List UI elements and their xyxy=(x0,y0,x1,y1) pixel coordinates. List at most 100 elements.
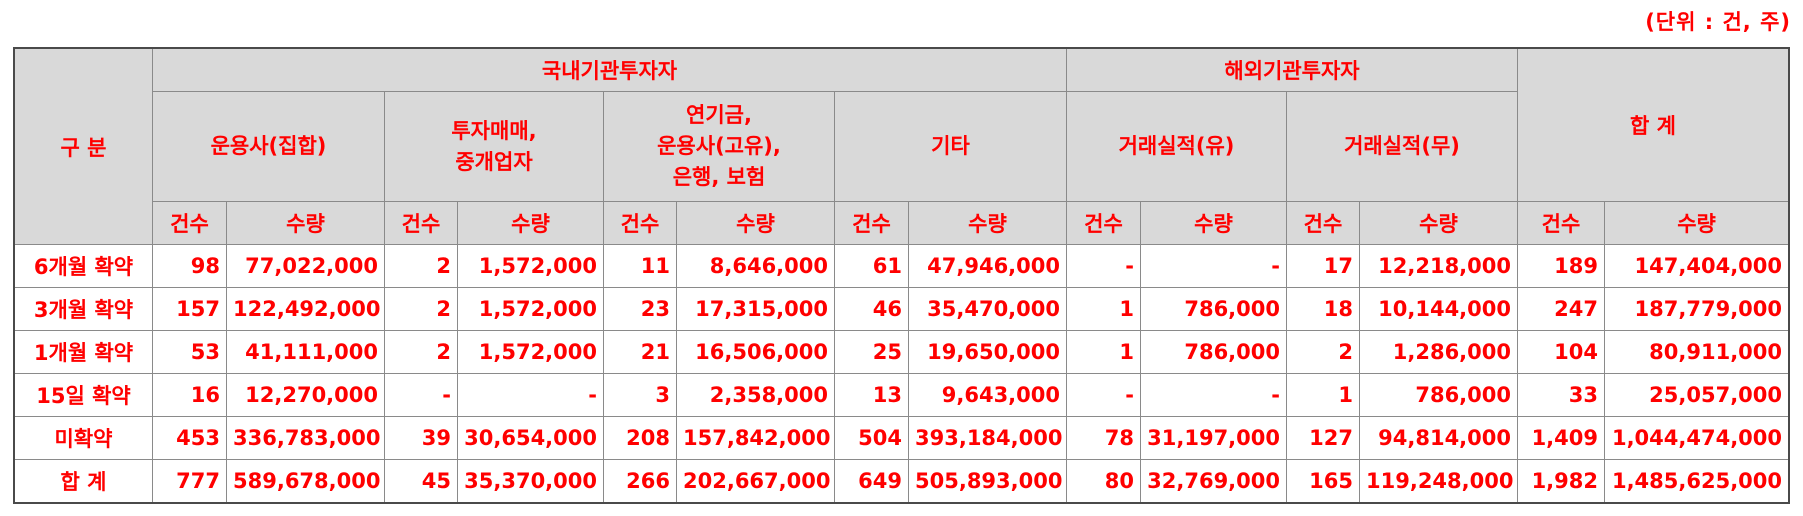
table-row: 3개월 확약 157 122,492,000 2 1,572,000 23 17,315,0… xyxy=(14,287,1790,331)
count-cell: 1 xyxy=(1066,287,1141,331)
quantity-cell: 1,485,625,000 xyxy=(1603,459,1790,503)
count-cell: 33 xyxy=(1517,373,1605,417)
table-row: 15일 확약 16 12,270,000- -3 2,358,000 13 9,643,00… xyxy=(14,373,1790,417)
total-header: 합 계 xyxy=(1516,48,1790,202)
quantity-cell: 8,646,000 xyxy=(676,244,835,288)
quantity-cell: 202,667,000 xyxy=(676,459,835,503)
quantity-cell: 147,404,000 xyxy=(1603,244,1790,288)
count-cell: 1 xyxy=(1286,373,1360,417)
quantity-column-header: 수량 xyxy=(1603,201,1790,245)
count-cell: - xyxy=(1066,373,1141,417)
quantity-cell: 2,358,000 xyxy=(676,373,835,417)
count-cell: 78 xyxy=(1066,416,1141,460)
quantity-cell: 1,572,000 xyxy=(457,330,604,374)
quantity-cell: 31,197,000 xyxy=(1140,416,1287,460)
quantity-cell: 17,315,000 xyxy=(676,287,835,331)
count-cell: 649 xyxy=(834,459,909,503)
count-cell: 266 xyxy=(603,459,677,503)
record-yes-header: 거래실적(유) xyxy=(1066,91,1287,202)
count-cell: 1,409 xyxy=(1517,416,1605,460)
count-cell: 208 xyxy=(603,416,677,460)
quantity-column-header: 수량 xyxy=(1140,201,1287,245)
count-cell: 2 xyxy=(384,244,458,288)
quantity-cell: 12,218,000 xyxy=(1359,244,1518,288)
row-label: 미확약 xyxy=(14,416,153,460)
quantity-cell: 35,370,000 xyxy=(457,459,604,503)
row-label: 6개월 확약 xyxy=(14,244,153,288)
collective-fund-header: 운용사(집합) xyxy=(152,91,385,202)
quantity-cell: - xyxy=(1140,244,1287,288)
quantity-cell: 25,057,000 xyxy=(1603,373,1790,417)
quantity-cell: 35,470,000 xyxy=(908,287,1067,331)
quantity-cell: 41,111,000 xyxy=(226,330,385,374)
count-cell: 504 xyxy=(834,416,909,460)
count-cell: 104 xyxy=(1517,330,1605,374)
count-cell: 45 xyxy=(384,459,458,503)
count-cell: 247 xyxy=(1517,287,1605,331)
quantity-cell: 119,248,000 xyxy=(1359,459,1518,503)
count-cell: 165 xyxy=(1286,459,1360,503)
quantity-cell: 10,144,000 xyxy=(1359,287,1518,331)
other-header: 기타 xyxy=(834,91,1067,202)
quantity-column-header: 수량 xyxy=(908,201,1067,245)
quantity-cell: 77,022,000 xyxy=(226,244,385,288)
count-cell: 157 xyxy=(152,287,227,331)
count-cell: 13 xyxy=(834,373,909,417)
count-cell: 453 xyxy=(152,416,227,460)
quantity-column-header: 수량 xyxy=(1359,201,1518,245)
table-row: 합 계 777 589,678,000 45 35,370,000 266 202,667,… xyxy=(14,459,1790,503)
count-column-header: 건수 xyxy=(603,201,677,245)
count-cell: 25 xyxy=(834,330,909,374)
pension-bank-header: 연기금, 운용사(고유), 은행, 보험 xyxy=(603,91,835,202)
count-column-header: 건수 xyxy=(1517,201,1605,245)
quantity-cell: 122,492,000 xyxy=(226,287,385,331)
count-cell: 46 xyxy=(834,287,909,331)
quantity-cell: 393,184,000 xyxy=(908,416,1067,460)
quantity-cell: 16,506,000 xyxy=(676,330,835,374)
category-header: 구 분 xyxy=(14,48,153,245)
count-cell: 98 xyxy=(152,244,227,288)
count-cell: 777 xyxy=(152,459,227,503)
unit-note: (단위 : 건, 주) xyxy=(1645,10,1791,34)
count-cell: 3 xyxy=(603,373,677,417)
quantity-column-header: 수량 xyxy=(457,201,604,245)
count-cell: 11 xyxy=(603,244,677,288)
quantity-cell: 786,000 xyxy=(1140,330,1287,374)
pension-line-3: 은행, 보험 xyxy=(672,165,766,189)
count-cell: 61 xyxy=(834,244,909,288)
lockup-allocation-table: 구 분 국내기관투자자 해외기관투자자 합 계 운용사(집합) 투자매매, 중개… xyxy=(12,47,1791,504)
row-label: 3개월 확약 xyxy=(14,287,153,331)
dealer-broker-header: 투자매매, 중개업자 xyxy=(384,91,604,202)
quantity-cell: 1,572,000 xyxy=(457,244,604,288)
row-label: 합 계 xyxy=(14,459,153,503)
quantity-cell: 1,286,000 xyxy=(1359,330,1518,374)
count-column-header: 건수 xyxy=(834,201,909,245)
quantity-cell: 32,769,000 xyxy=(1140,459,1287,503)
quantity-cell: 786,000 xyxy=(1140,287,1287,331)
count-cell: 1 xyxy=(1066,330,1141,374)
count-column-header: 건수 xyxy=(1066,201,1141,245)
count-cell: 53 xyxy=(152,330,227,374)
quantity-cell: 786,000 xyxy=(1359,373,1518,417)
table-row: 1개월 확약 53 41,111,000 2 1,572,000 21 16,506,000… xyxy=(14,330,1790,374)
pension-line-2: 운용사(고유), xyxy=(657,134,781,158)
foreign-investors-header: 해외기관투자자 xyxy=(1066,48,1518,92)
quantity-cell: 589,678,000 xyxy=(226,459,385,503)
quantity-cell: 187,779,000 xyxy=(1603,287,1790,331)
count-cell: 2 xyxy=(384,330,458,374)
dealer-line-2: 중개업자 xyxy=(455,149,533,174)
record-no-header: 거래실적(무) xyxy=(1286,91,1518,202)
quantity-cell: 1,572,000 xyxy=(457,287,604,331)
count-cell: 17 xyxy=(1286,244,1360,288)
quantity-column-header: 수량 xyxy=(226,201,385,245)
count-cell: - xyxy=(1066,244,1141,288)
count-cell: 2 xyxy=(384,287,458,331)
count-cell: 18 xyxy=(1286,287,1360,331)
quantity-cell: 94,814,000 xyxy=(1359,416,1518,460)
count-cell: - xyxy=(384,373,458,417)
count-cell: 127 xyxy=(1286,416,1360,460)
count-cell: 1,982 xyxy=(1517,459,1605,503)
table-row: 미확약 453 336,783,000 39 30,654,000 208 157,842,… xyxy=(14,416,1790,460)
quantity-cell: 12,270,000 xyxy=(226,373,385,417)
quantity-column-header: 수량 xyxy=(676,201,835,245)
